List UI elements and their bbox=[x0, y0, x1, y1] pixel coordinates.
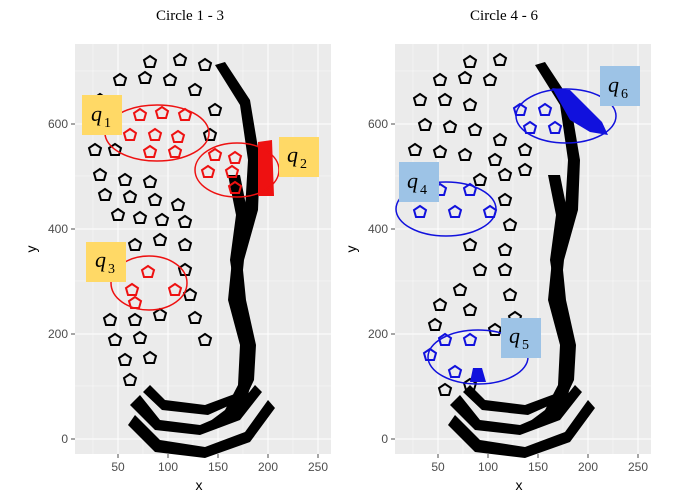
y-tick: 600 bbox=[48, 117, 68, 131]
x-axis-label: x bbox=[516, 477, 523, 493]
y-tick: 0 bbox=[381, 432, 388, 446]
label-q2-sub: 2 bbox=[300, 157, 307, 172]
x-axis-label: x bbox=[196, 477, 203, 493]
label-q1: q 1 bbox=[82, 95, 122, 135]
label-q3: q 3 bbox=[86, 242, 126, 282]
left-y-axis: 0 200 400 600 y bbox=[23, 117, 75, 446]
label-q2-text: q bbox=[287, 142, 298, 167]
x-tick: 50 bbox=[431, 460, 445, 474]
label-q5-sub: 5 bbox=[522, 338, 529, 353]
label-q3-sub: 3 bbox=[108, 262, 115, 277]
x-tick: 50 bbox=[111, 460, 125, 474]
label-q1-text: q bbox=[91, 101, 102, 126]
y-tick: 600 bbox=[368, 117, 388, 131]
x-tick: 200 bbox=[578, 460, 598, 474]
y-tick: 400 bbox=[48, 222, 68, 236]
right-panel: q 4 q 5 q 6 0 200 400 600 y bbox=[343, 44, 651, 493]
label-q5-text: q bbox=[509, 323, 520, 348]
y-axis-label: y bbox=[343, 246, 359, 253]
y-axis-label: y bbox=[23, 246, 39, 253]
left-panel-title: Circle 1 - 3 bbox=[156, 8, 224, 24]
y-tick: 400 bbox=[368, 222, 388, 236]
left-panel: q 1 q 2 q 3 0 200 400 600 y bbox=[23, 44, 331, 493]
label-q4-text: q bbox=[407, 168, 418, 193]
label-q4-sub: 4 bbox=[420, 183, 427, 198]
circle-q6 bbox=[515, 88, 617, 144]
x-tick: 200 bbox=[258, 460, 278, 474]
label-q5: q 5 bbox=[501, 318, 541, 358]
y-tick: 200 bbox=[48, 327, 68, 341]
right-panel-title: Circle 4 - 6 bbox=[470, 8, 538, 24]
x-tick: 250 bbox=[308, 460, 328, 474]
x-tick: 150 bbox=[208, 460, 228, 474]
label-q6-text: q bbox=[608, 72, 619, 97]
circle-q4 bbox=[395, 181, 497, 237]
label-q2: q 2 bbox=[279, 137, 319, 177]
left-x-axis: 50 100 150 200 250 x bbox=[111, 454, 328, 493]
right-x-axis: 50 100 150 200 250 x bbox=[431, 454, 648, 493]
label-q3-text: q bbox=[95, 247, 106, 272]
label-q6: q 6 bbox=[600, 66, 640, 106]
circle-q3 bbox=[110, 255, 188, 311]
right-shoe-sole bbox=[395, 53, 617, 458]
label-q6-sub: 6 bbox=[621, 87, 628, 102]
label-q1-sub: 1 bbox=[104, 116, 111, 131]
label-q4: q 4 bbox=[399, 162, 439, 202]
y-tick: 200 bbox=[368, 327, 388, 341]
x-tick: 250 bbox=[628, 460, 648, 474]
x-tick: 100 bbox=[478, 460, 498, 474]
right-y-axis: 0 200 400 600 y bbox=[343, 117, 395, 446]
x-tick: 150 bbox=[528, 460, 548, 474]
y-tick: 0 bbox=[61, 432, 68, 446]
x-tick: 100 bbox=[158, 460, 178, 474]
